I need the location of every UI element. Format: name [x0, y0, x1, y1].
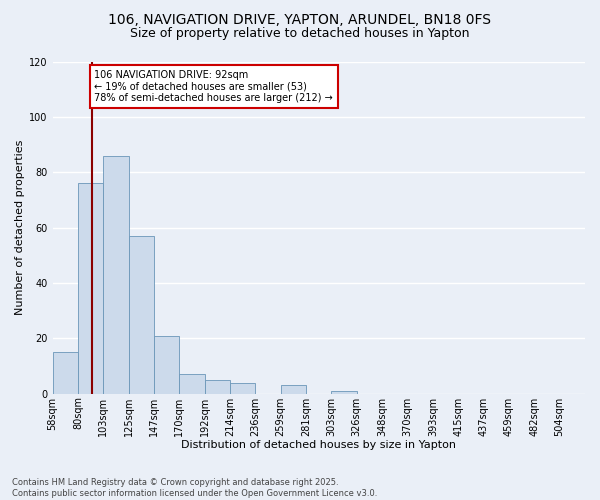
Bar [78, 184, 103, 394]
Bar [331, 391, 357, 394]
Text: 106, NAVIGATION DRIVE, YAPTON, ARUNDEL, BN18 0FS: 106, NAVIGATION DRIVE, YAPTON, ARUNDEL, … [109, 12, 491, 26]
Bar [179, 374, 205, 394]
Text: Contains HM Land Registry data © Crown copyright and database right 2025.
Contai: Contains HM Land Registry data © Crown c… [12, 478, 377, 498]
Bar [230, 382, 256, 394]
Bar [154, 336, 179, 394]
Bar [128, 236, 154, 394]
Bar [53, 352, 78, 394]
Bar [205, 380, 230, 394]
Bar [281, 386, 306, 394]
Bar [103, 156, 128, 394]
Text: 106 NAVIGATION DRIVE: 92sqm
← 19% of detached houses are smaller (53)
78% of sem: 106 NAVIGATION DRIVE: 92sqm ← 19% of det… [94, 70, 333, 103]
X-axis label: Distribution of detached houses by size in Yapton: Distribution of detached houses by size … [181, 440, 456, 450]
Y-axis label: Number of detached properties: Number of detached properties [15, 140, 25, 316]
Text: Size of property relative to detached houses in Yapton: Size of property relative to detached ho… [130, 28, 470, 40]
